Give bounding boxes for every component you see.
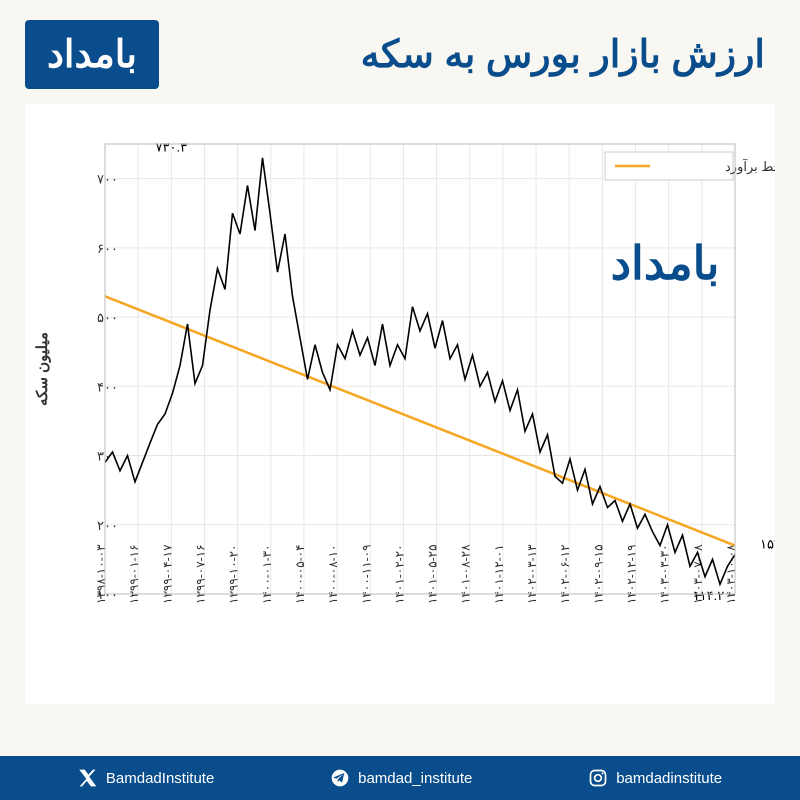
svg-text:۱۳۹۹-۰۱-۱۶: ۱۳۹۹-۰۱-۱۶ bbox=[127, 544, 141, 604]
svg-text:۱۴۰۱-۰۵-۲۵: ۱۴۰۱-۰۵-۲۵ bbox=[426, 544, 440, 604]
svg-text:۱۴۰۲-۰۹-۱۵: ۱۴۰۲-۰۹-۱۵ bbox=[591, 544, 605, 604]
svg-text:۷۰۰: ۷۰۰ bbox=[97, 172, 118, 187]
x-icon bbox=[78, 768, 98, 788]
instagram-icon bbox=[588, 768, 608, 788]
telegram-social[interactable]: bamdad_institute bbox=[330, 768, 472, 788]
instagram-handle: bamdadinstitute bbox=[616, 770, 722, 787]
svg-text:۱۳۹۹-۰۷-۱۶: ۱۳۹۹-۰۷-۱۶ bbox=[193, 544, 207, 604]
svg-text:۴۰۰: ۴۰۰ bbox=[97, 379, 118, 394]
svg-text:۱۳۹۸-۱۰-۰۳: ۱۳۹۸-۱۰-۰۳ bbox=[94, 544, 108, 604]
instagram-social[interactable]: bamdadinstitute bbox=[588, 768, 722, 788]
svg-text:۱۴۰۳-۰۳-۳۰: ۱۴۰۳-۰۳-۳۰ bbox=[658, 544, 672, 604]
svg-text:خط برآورد: خط برآورد bbox=[725, 158, 775, 175]
svg-text:۱۴۰۱-۰۸-۲۸: ۱۴۰۱-۰۸-۲۸ bbox=[459, 544, 473, 604]
svg-text:میلیون سکه: میلیون سکه bbox=[34, 332, 51, 406]
svg-text:۱۴۰۱-۱۲-۰۱: ۱۴۰۱-۱۲-۰۱ bbox=[492, 544, 506, 604]
brand-logo: بامداد bbox=[25, 20, 159, 89]
svg-text:۱۴۰۲-۰۶-۱۲: ۱۴۰۲-۰۶-۱۲ bbox=[558, 544, 572, 604]
footer: BamdadInstitute bamdad_institute bamdadi… bbox=[0, 756, 800, 800]
svg-text:۱۳۹۹-۰۴-۱۷: ۱۳۹۹-۰۴-۱۷ bbox=[160, 544, 174, 604]
svg-text:۱۴۰۲-۰۳-۱۳: ۱۴۰۲-۰۳-۱۳ bbox=[525, 544, 539, 604]
svg-text:۱۱۴.۲: ۱۱۴.۲ bbox=[693, 588, 725, 603]
svg-text:۲۰۰: ۲۰۰ bbox=[97, 518, 118, 533]
chart-area: ۱۰۰۲۰۰۳۰۰۴۰۰۵۰۰۶۰۰۷۰۰۱۳۹۸-۱۰-۰۳۱۳۹۹-۰۱-۱… bbox=[25, 104, 775, 704]
svg-text:۱۴۰۳-۱۰-۰۸: ۱۴۰۳-۱۰-۰۸ bbox=[724, 544, 738, 604]
svg-text:۶۰۰: ۶۰۰ bbox=[97, 241, 118, 256]
telegram-handle: bamdad_institute bbox=[358, 770, 472, 787]
svg-text:۱۴۰۰-۰۵-۰۴: ۱۴۰۰-۰۵-۰۴ bbox=[293, 544, 307, 604]
line-chart: ۱۰۰۲۰۰۳۰۰۴۰۰۵۰۰۶۰۰۷۰۰۱۳۹۸-۱۰-۰۳۱۳۹۹-۰۱-۱… bbox=[25, 104, 775, 704]
header: ارزش بازار بورس به سکه بامداد bbox=[0, 0, 800, 104]
svg-text:۷۳۰.۳: ۷۳۰.۳ bbox=[156, 140, 188, 155]
svg-text:۵۰۰: ۵۰۰ bbox=[97, 310, 118, 325]
telegram-icon bbox=[330, 768, 350, 788]
svg-text:۱۴۰۰-۰۸-۱۰: ۱۴۰۰-۰۸-۱۰ bbox=[326, 544, 340, 604]
x-social[interactable]: BamdadInstitute bbox=[78, 768, 214, 788]
svg-text:۱۴۰۰-۱۱-۰۹: ۱۴۰۰-۱۱-۰۹ bbox=[359, 544, 373, 604]
svg-text:۱۴۰۰-۰۱-۳۰: ۱۴۰۰-۰۱-۳۰ bbox=[260, 544, 274, 604]
svg-text:۱۵۷.۴: ۱۵۷.۴ bbox=[760, 536, 775, 551]
page-title: ارزش بازار بورس به سکه bbox=[179, 32, 775, 77]
svg-text:۱۴۰۱-۰۲-۲۰: ۱۴۰۱-۰۲-۲۰ bbox=[392, 544, 406, 604]
svg-text:۱۳۹۹-۱۰-۲۰: ۱۳۹۹-۱۰-۲۰ bbox=[227, 544, 241, 604]
x-handle: BamdadInstitute bbox=[106, 770, 214, 787]
svg-text:۱۴۰۲-۱۲-۱۹: ۱۴۰۲-۱۲-۱۹ bbox=[625, 544, 639, 604]
svg-text:بامداد: بامداد bbox=[611, 237, 720, 289]
infographic-container: ارزش بازار بورس به سکه بامداد ۱۰۰۲۰۰۳۰۰۴… bbox=[0, 0, 800, 800]
